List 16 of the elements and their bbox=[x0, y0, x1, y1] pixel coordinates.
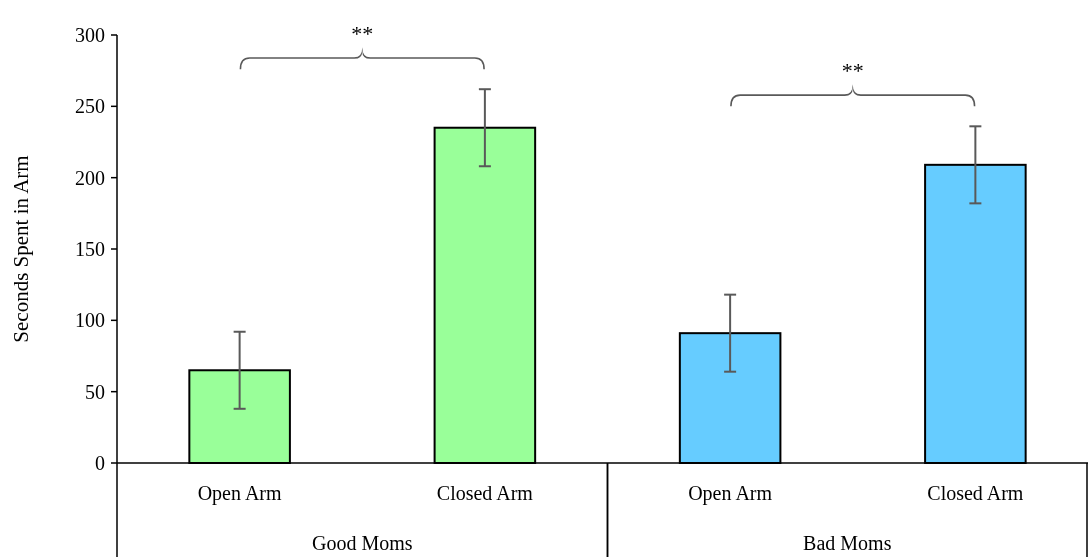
y-tick-label: 50 bbox=[85, 380, 105, 403]
annotation: ** bbox=[351, 21, 374, 47]
annotation: ** bbox=[841, 58, 864, 84]
x-tick-label: Open Arm bbox=[197, 482, 282, 505]
y-tick-label: 100 bbox=[75, 309, 105, 332]
text: Good Moms bbox=[311, 532, 413, 554]
x-tick-label: Open Arm bbox=[688, 482, 773, 505]
x-tick-label: Closed Arm bbox=[436, 482, 534, 504]
x-tick-label: Closed Arm bbox=[927, 482, 1024, 504]
y-tick-label: 300 bbox=[75, 24, 105, 46]
y-tick-label: 200 bbox=[75, 166, 105, 189]
y-tick-label: 0 bbox=[95, 452, 105, 474]
y-tick-label: 150 bbox=[75, 238, 105, 260]
y-axis-title: Seconds Spent in Arm bbox=[9, 155, 33, 343]
y-tick-label: 250 bbox=[75, 95, 105, 118]
text: Bad Moms bbox=[803, 532, 892, 554]
